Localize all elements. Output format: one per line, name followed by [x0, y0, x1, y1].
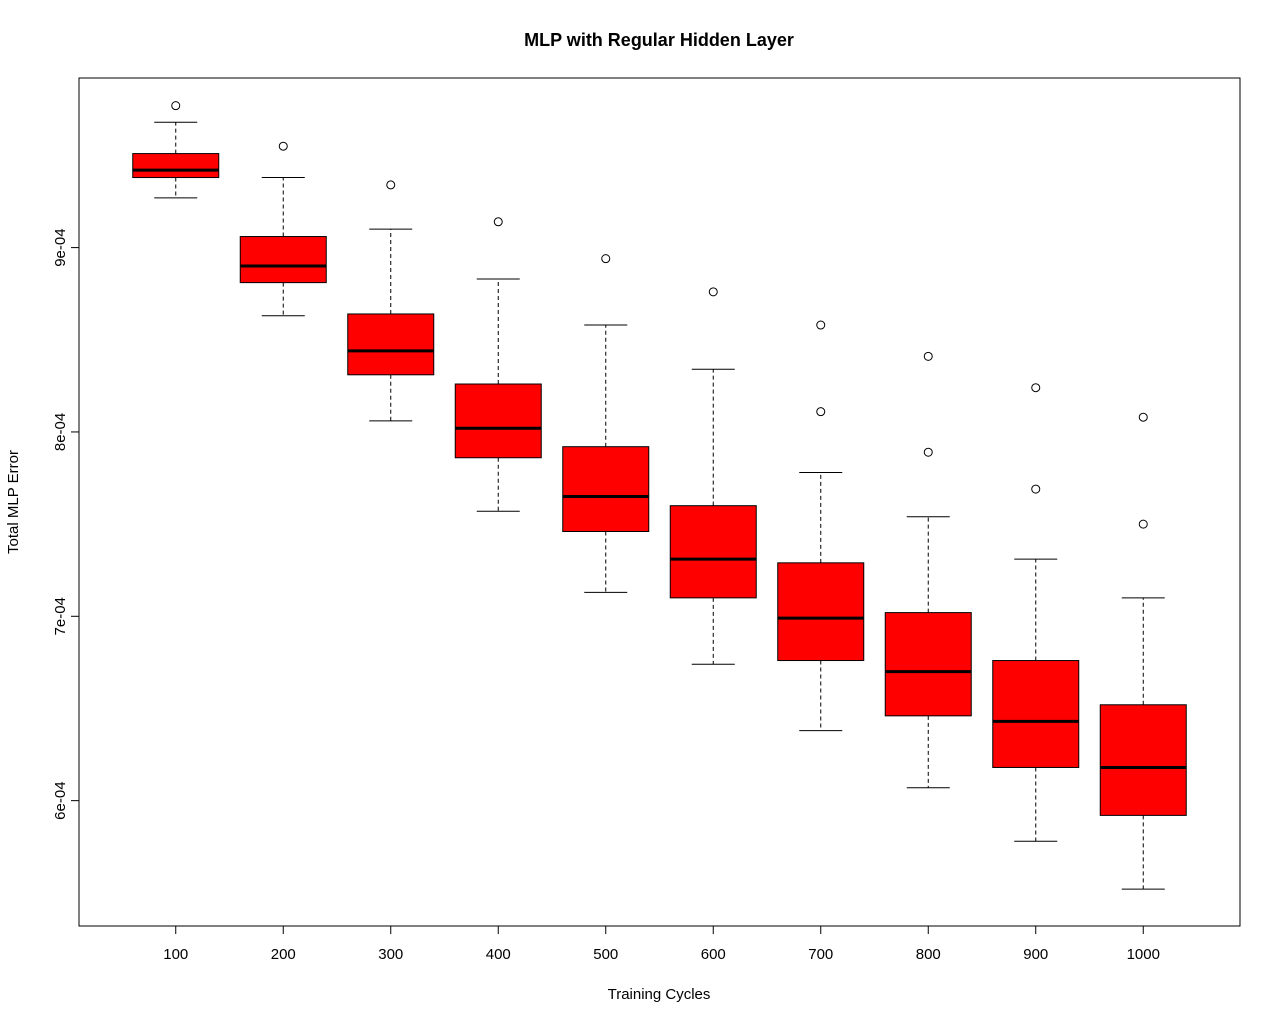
x-tick-label: 600 — [701, 946, 726, 963]
box-200 — [239, 141, 327, 317]
outlier-point — [278, 141, 288, 151]
x-tick-label: 800 — [916, 946, 941, 963]
outlier-point — [923, 447, 933, 457]
y-tick-label: 7e-04 — [52, 597, 69, 635]
outlier-point — [493, 217, 503, 227]
x-tick-label: 700 — [808, 946, 833, 963]
x-axis-label: Training Cycles — [608, 986, 711, 1003]
iqr-box — [347, 313, 435, 376]
box-500 — [562, 254, 650, 593]
outlier-point — [816, 407, 826, 417]
iqr-box — [132, 153, 220, 179]
outlier-point — [386, 180, 396, 190]
x-tick-label: 500 — [593, 946, 618, 963]
iqr-box — [884, 612, 972, 717]
box-1000 — [1099, 412, 1187, 890]
x-tick-label: 200 — [271, 946, 296, 963]
outlier-point — [816, 320, 826, 330]
box-900 — [992, 383, 1080, 842]
iqr-box — [777, 562, 865, 662]
iqr-box — [239, 236, 327, 284]
iqr-box — [454, 383, 542, 459]
iqr-box — [992, 660, 1080, 768]
outlier-point — [1031, 383, 1041, 393]
box-800 — [884, 351, 972, 789]
iqr-box — [669, 505, 757, 599]
y-tick-label: 6e-04 — [52, 781, 69, 819]
y-axis-label: Total MLP Error — [5, 450, 22, 554]
box-600 — [669, 287, 757, 665]
boxes-group — [132, 101, 1187, 890]
iqr-box — [1099, 704, 1187, 816]
outlier-point — [1138, 519, 1148, 529]
x-tick-label: 100 — [163, 946, 188, 963]
chart-title: MLP with Regular Hidden Layer — [524, 30, 794, 50]
x-tick-label: 1000 — [1127, 946, 1160, 963]
y-axis: 6e-04 7e-04 8e-04 9e-04 — [52, 228, 80, 820]
y-tick-label: 8e-04 — [52, 413, 69, 451]
box-300 — [347, 180, 435, 422]
x-tick-label: 300 — [378, 946, 403, 963]
box-700 — [777, 320, 865, 732]
outlier-point — [708, 287, 718, 297]
outlier-point — [923, 351, 933, 361]
y-tick-label: 9e-04 — [52, 228, 69, 266]
box-100 — [132, 101, 220, 199]
iqr-box — [562, 446, 650, 532]
outlier-point — [171, 101, 181, 111]
plot-frame — [78, 77, 1241, 927]
box-400 — [454, 217, 542, 512]
outlier-point — [1138, 412, 1148, 422]
x-axis: 100 200 300 400 500 600 700 800 900 1000 — [163, 925, 1160, 963]
x-tick-label: 400 — [486, 946, 511, 963]
outlier-point — [601, 254, 611, 264]
x-tick-label: 900 — [1023, 946, 1048, 963]
outlier-point — [1031, 484, 1041, 494]
